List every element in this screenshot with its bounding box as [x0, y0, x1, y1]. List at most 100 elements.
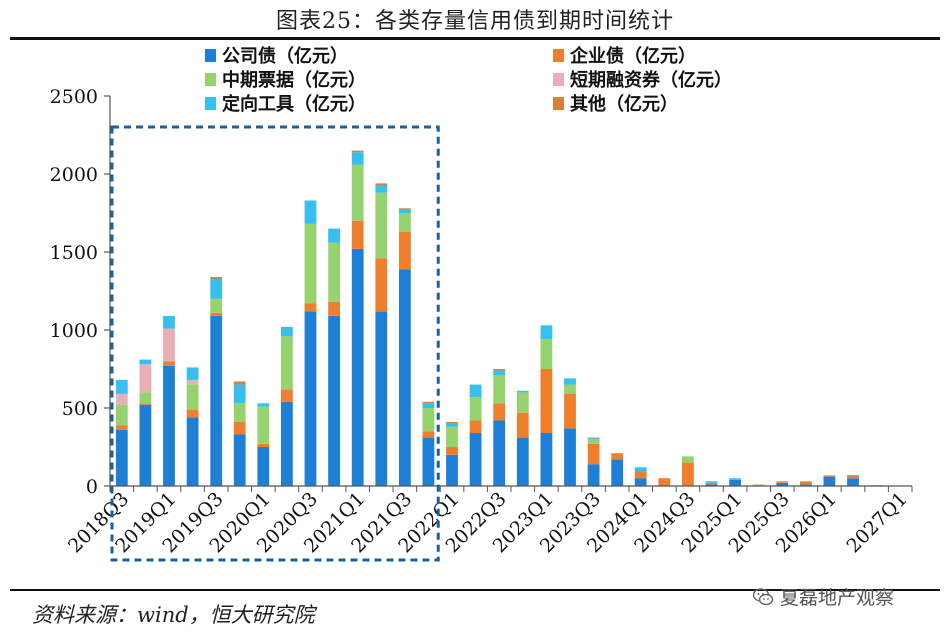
bar-2022Q1-series-5	[446, 422, 458, 424]
bar-2023Q3-series-2	[587, 439, 600, 444]
bar-2019Q2-series-2	[186, 384, 199, 410]
bar-2019Q1-series-4	[163, 316, 175, 329]
legend-swatch-1	[553, 49, 564, 62]
bar-2022Q1-series-2	[446, 426, 458, 447]
bar-2020Q3-series-1	[304, 303, 317, 312]
bar-2022Q2-series-2	[469, 397, 482, 421]
bar-2021Q1-series-0	[351, 248, 364, 486]
bar-2022Q2-series-4	[469, 384, 482, 398]
highlight-box	[110, 125, 440, 562]
axes: 050010001500200025002018Q32019Q12019Q320…	[50, 86, 913, 557]
highlight-dashed-rect	[110, 125, 440, 562]
wechat-icon	[752, 587, 774, 605]
bar-2024Q3-series-2	[682, 456, 694, 463]
bottom-rule	[10, 589, 940, 591]
bar-2019Q4-series-2	[233, 403, 246, 422]
bar-2021Q4-series-5	[422, 401, 435, 404]
bar-2019Q4-series-1	[233, 422, 246, 435]
bar-2022Q3-series-4	[493, 370, 506, 376]
y-tick-label-500: 500	[62, 398, 98, 420]
bar-series	[115, 150, 883, 486]
bar-2021Q1-series-5	[351, 150, 364, 153]
bar-2020Q1-series-4	[257, 403, 270, 407]
bar-2022Q3-series-5	[493, 369, 506, 371]
y-tick-label-0: 0	[86, 476, 98, 498]
bar-2024Q4-series-0	[705, 484, 718, 486]
bar-2021Q4-series-4	[422, 403, 435, 408]
bar-2021Q3-series-0	[399, 269, 411, 486]
bar-2022Q4-series-2	[516, 392, 529, 413]
legend-swatch-5	[553, 97, 564, 110]
bar-2019Q4-series-0	[233, 434, 246, 486]
bar-2026Q2-series-0	[847, 478, 859, 486]
x-tick-label-2027Q1: 2027Q1	[842, 488, 911, 557]
bar-2021Q4-series-1	[422, 431, 435, 438]
bar-2023Q2-series-0	[564, 428, 576, 486]
legend-swatch-2	[205, 73, 216, 86]
top-rule	[10, 37, 940, 40]
watermark-text: 夏磊地产观察	[780, 587, 895, 609]
legend-label-1: 企业债（亿元）	[569, 45, 696, 67]
bar-2026Q2-series-1	[847, 475, 859, 479]
bar-2020Q4-series-0	[328, 316, 340, 486]
bar-2019Q3-series-2	[210, 298, 223, 313]
bar-2018Q3-series-3	[115, 394, 128, 405]
bar-2025Q3-series-1	[776, 482, 789, 483]
bar-2020Q2-series-0	[281, 401, 293, 486]
bar-2023Q1-series-2	[540, 339, 553, 369]
bar-2023Q1-series-1	[540, 369, 553, 433]
legend-swatch-3	[553, 73, 564, 86]
bar-2025Q4-series-1	[800, 481, 812, 485]
source-note: 资料来源：wind，恒大研究院	[32, 603, 315, 627]
bar-2021Q1-series-1	[351, 220, 364, 249]
bar-2023Q1-series-0	[540, 433, 553, 486]
bar-2021Q2-series-2	[375, 192, 388, 259]
bar-2023Q1-series-4	[540, 325, 553, 340]
bar-2026Q1-series-1	[823, 475, 836, 477]
watermark: 夏磊地产观察	[752, 583, 894, 610]
bar-2019Q3-series-4	[210, 278, 223, 299]
bar-2019Q3-series-5	[210, 277, 223, 279]
bar-2020Q3-series-2	[304, 223, 317, 304]
bar-2021Q1-series-4	[351, 152, 364, 165]
bar-2024Q1-series-1	[634, 472, 647, 479]
bar-2019Q1-series-3	[163, 328, 175, 362]
bar-2021Q3-series-4	[399, 209, 411, 213]
y-tick-label-1500: 1500	[50, 242, 98, 264]
bar-2019Q2-series-1	[186, 409, 199, 418]
legend-label-4: 定向工具（亿元）	[222, 93, 366, 115]
bar-2024Q2-series-1	[658, 478, 671, 486]
bar-2024Q4-series-4	[705, 481, 718, 483]
y-tick-label-1000: 1000	[50, 320, 98, 342]
bar-2022Q3-series-2	[493, 375, 506, 404]
bar-2018Q3-series-2	[115, 404, 128, 426]
bar-2022Q1-series-0	[446, 454, 458, 486]
bar-2024Q4-series-1	[705, 482, 718, 485]
bar-2020Q2-series-4	[281, 326, 293, 337]
bar-2018Q4-series-0	[139, 404, 152, 486]
bar-2024Q3-series-1	[682, 462, 694, 486]
bar-2021Q2-series-0	[375, 311, 388, 486]
bar-2020Q2-series-2	[281, 336, 293, 390]
bar-2018Q4-series-3	[139, 364, 152, 393]
bar-2018Q3-series-0	[115, 429, 128, 486]
bar-2020Q4-series-2	[328, 242, 340, 302]
bar-2019Q2-series-4	[186, 367, 199, 380]
bar-2023Q2-series-2	[564, 384, 576, 394]
bar-2024Q1-series-4	[634, 467, 647, 472]
legend-label-5: 其他（亿元）	[570, 93, 678, 115]
bar-2019Q2-series-0	[186, 417, 199, 486]
bar-2020Q4-series-4	[328, 228, 340, 243]
bar-2019Q4-series-4	[233, 384, 246, 404]
bar-2020Q3-series-0	[304, 311, 317, 486]
bar-2022Q3-series-1	[493, 403, 506, 421]
bar-2022Q4-series-0	[516, 437, 529, 486]
bar-2023Q4-series-1	[611, 453, 624, 460]
bar-2021Q2-series-5	[375, 183, 388, 185]
bar-2022Q1-series-1	[446, 447, 458, 455]
bar-2018Q3-series-4	[115, 379, 128, 394]
bar-2021Q3-series-1	[399, 231, 411, 270]
bar-2021Q2-series-4	[375, 184, 388, 193]
bar-2021Q3-series-2	[399, 213, 411, 232]
legend-swatch-4	[205, 97, 216, 110]
